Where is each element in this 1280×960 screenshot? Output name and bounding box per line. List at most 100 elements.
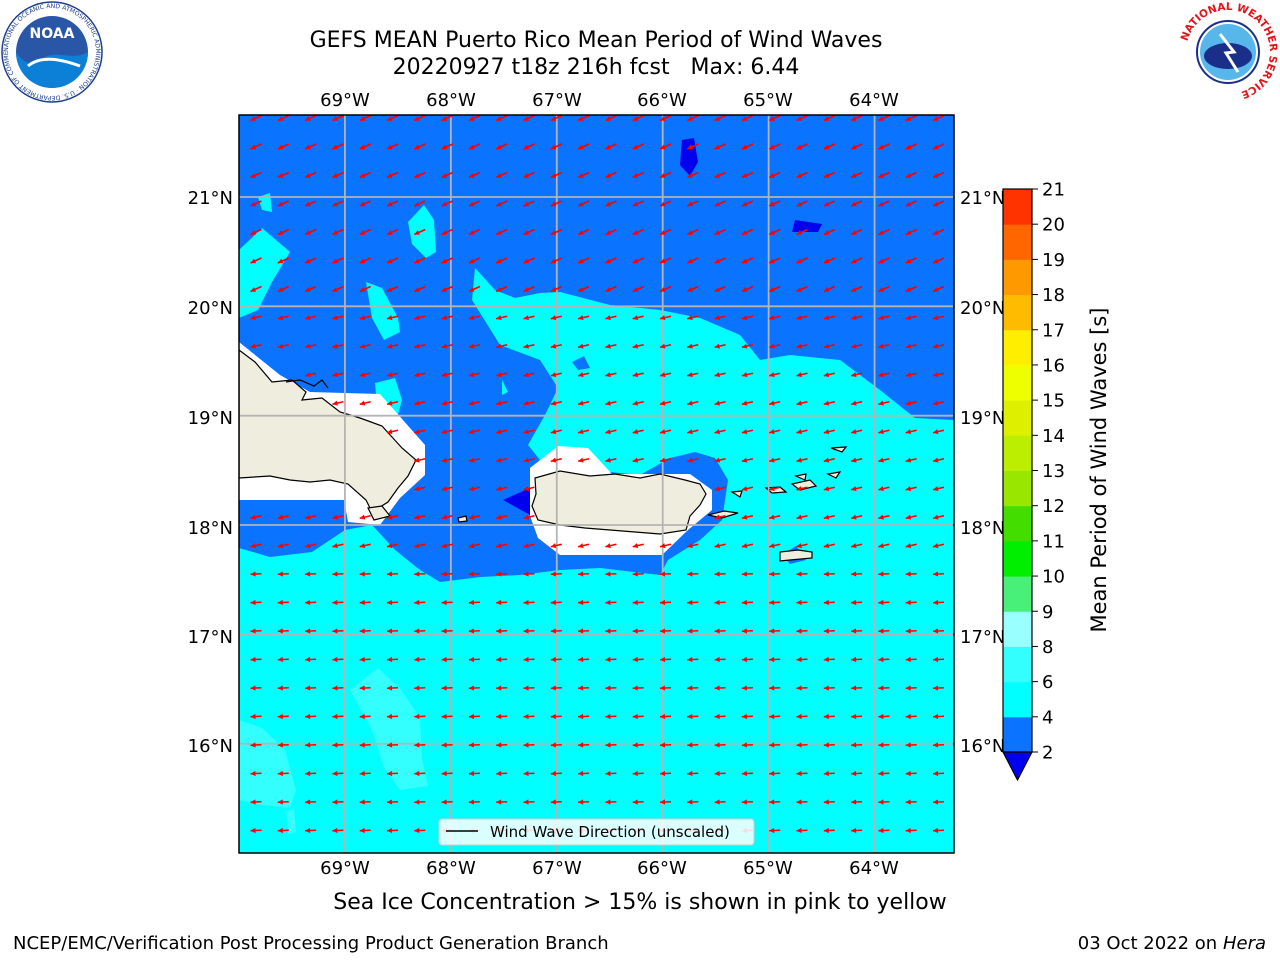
wind-arrow-icon — [414, 486, 426, 492]
wind-arrow-icon — [386, 514, 399, 520]
wind-arrow-icon — [932, 742, 945, 748]
wind-arrow-icon — [332, 200, 344, 207]
wind-arrow-icon — [796, 343, 808, 349]
wind-arrow-icon — [796, 115, 808, 122]
wind-arrow-icon — [523, 372, 535, 378]
wind-arrow-icon — [441, 400, 453, 406]
colorbar-tick-label: 20 — [1042, 215, 1065, 236]
wind-arrow-icon — [441, 285, 453, 293]
wind-arrow-icon — [932, 372, 945, 378]
wind-arrow-icon — [769, 514, 781, 520]
ocean-patch-d — [366, 282, 400, 340]
wind-arrow-icon — [932, 343, 945, 349]
wind-arrow-icon — [386, 543, 399, 549]
colorbar-tick-label: 16 — [1042, 355, 1065, 376]
wind-arrow-icon — [932, 770, 945, 777]
wind-arrow-icon — [332, 400, 344, 406]
wind-arrow-icon — [796, 685, 808, 691]
wind-arrow-icon — [414, 599, 426, 606]
wind-arrow-icon — [850, 343, 863, 349]
wind-arrow-icon — [414, 742, 426, 748]
wind-arrow-icon — [659, 628, 672, 634]
wind-arrow-icon — [769, 799, 781, 805]
wind-arrow-icon — [686, 228, 699, 236]
wind-arrow-icon — [577, 228, 590, 236]
wind-arrow-icon — [741, 713, 753, 720]
wind-arrow-icon — [632, 628, 644, 634]
wind-arrow-icon — [850, 372, 863, 378]
wind-arrow-icon — [796, 628, 808, 634]
land-hispaniola — [239, 349, 417, 513]
wind-arrow-icon — [250, 514, 262, 520]
wind-arrow-icon — [523, 628, 535, 634]
wind-arrow-icon — [796, 228, 808, 236]
wind-arrow-icon — [468, 486, 481, 492]
wind-arrow-icon — [332, 827, 344, 834]
land-hispaniola-north — [285, 379, 329, 389]
wind-arrow-icon — [523, 770, 535, 777]
wind-arrow-icon — [796, 599, 808, 606]
wind-arrow-icon — [468, 685, 480, 691]
wind-arrow-icon — [468, 571, 480, 577]
wind-arrow-icon — [851, 656, 863, 663]
wind-arrow-icon — [769, 543, 781, 549]
wind-arrow-icon — [659, 115, 672, 122]
wind-arrow-icon — [932, 285, 945, 293]
wind-arrow-icon — [386, 228, 399, 236]
wind-arrow-icon — [578, 799, 590, 805]
wind-arrow-icon — [714, 514, 726, 520]
wind-arrow-icon — [413, 285, 426, 293]
wind-arrow-icon — [687, 799, 699, 805]
wind-arrow-icon — [796, 486, 808, 492]
nws-logo: NATIONAL WEATHER SERVICE — [1178, 1, 1279, 102]
wind-arrow-icon — [414, 400, 426, 406]
wind-arrow-icon — [550, 543, 562, 549]
wind-arrow-icon — [823, 400, 835, 406]
colorbar-segment — [1003, 611, 1032, 647]
wind-arrow-icon — [523, 143, 535, 150]
wind-arrow-icon — [932, 713, 945, 720]
wind-arrow-icon — [878, 514, 890, 520]
wind-arrow-icon — [632, 372, 644, 378]
wind-arrow-icon — [905, 372, 917, 378]
wind-arrow-icon — [386, 742, 399, 748]
wind-arrow-icon — [495, 285, 508, 293]
wind-arrow-icon — [277, 827, 289, 834]
wind-arrow-icon — [523, 228, 535, 236]
land-islet-st-croix — [779, 549, 813, 562]
wind-arrow-icon — [605, 685, 617, 691]
wind-arrow-icon — [823, 171, 836, 179]
wind-arrow-icon — [250, 656, 262, 663]
wind-arrow-icon — [496, 799, 508, 805]
wind-arrow-icon — [386, 799, 399, 805]
lon-tick-top: 66°W — [637, 90, 687, 111]
wind-arrow-icon — [468, 400, 481, 406]
wind-arrow-icon — [659, 315, 672, 321]
wind-arrow-icon — [578, 656, 590, 663]
wind-arrow-icon — [414, 457, 426, 463]
lon-tick-top: 64°W — [849, 90, 899, 111]
wind-arrow-icon — [632, 543, 644, 549]
wind-arrow-icon — [605, 656, 617, 663]
wind-arrow-icon — [932, 543, 945, 549]
wind-arrow-icon — [496, 429, 508, 435]
wind-arrow-icon — [523, 742, 535, 748]
wind-arrow-icon — [578, 685, 590, 691]
footer-host: Hera — [1222, 933, 1266, 954]
wind-arrow-icon — [359, 257, 372, 264]
wind-arrow-icon — [878, 742, 890, 748]
wind-arrow-icon — [632, 713, 644, 720]
wind-arrow-icon — [823, 770, 835, 777]
wind-arrow-icon — [850, 429, 863, 435]
wind-arrow-icon — [550, 770, 562, 777]
wind-arrow-icon — [523, 257, 535, 264]
wind-arrow-icon — [605, 628, 617, 634]
wind-arrow-icon — [905, 713, 917, 720]
wind-arrow-icon — [496, 543, 508, 549]
wind-arrow-icon — [905, 257, 918, 264]
wind-arrow-icon — [687, 429, 699, 435]
wind-arrow-icon — [496, 486, 508, 492]
wind-arrow-icon — [250, 115, 262, 122]
colorbar-tick-label: 21 — [1042, 180, 1065, 201]
